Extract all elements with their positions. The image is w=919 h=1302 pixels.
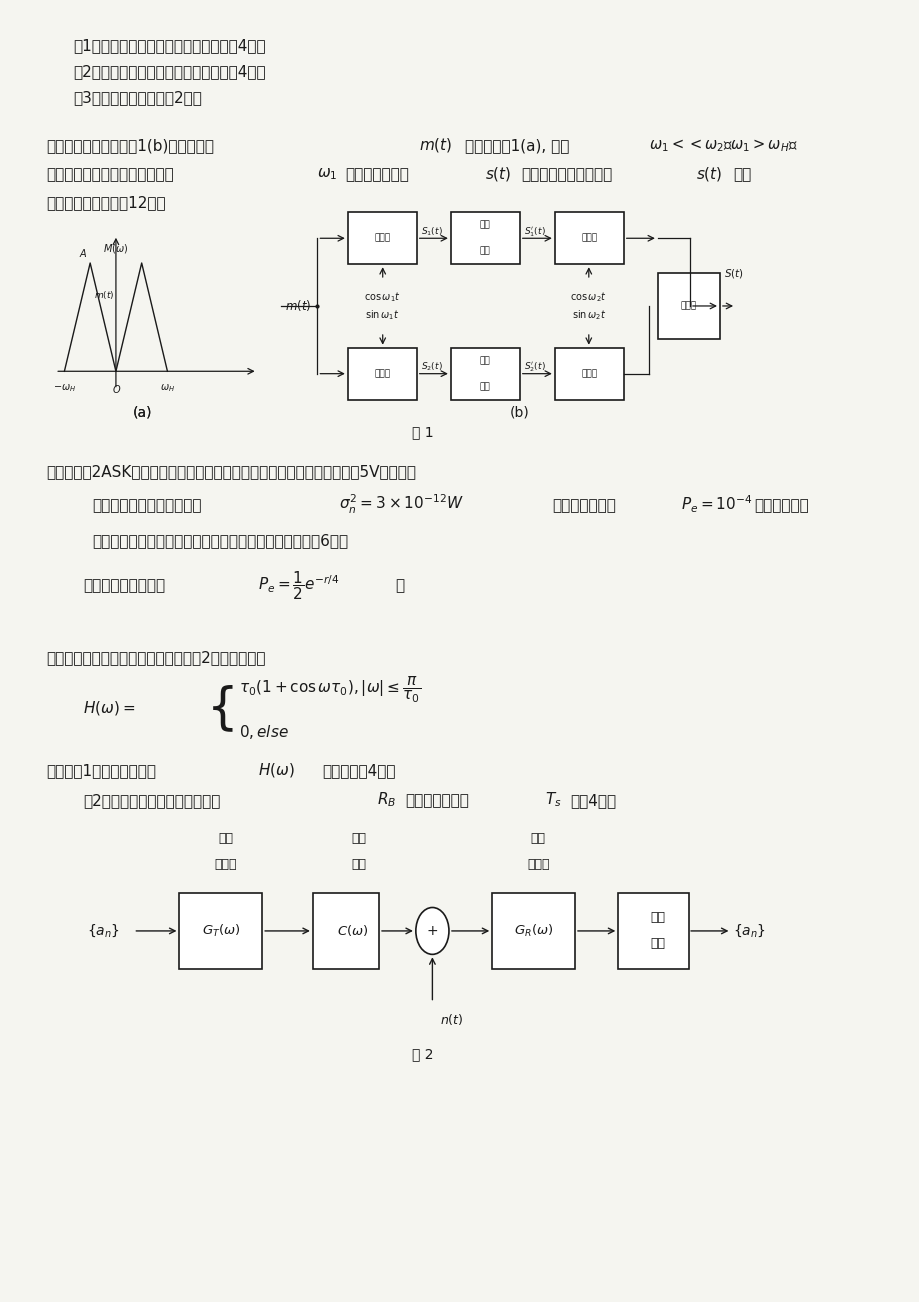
Text: 。（4分）: 。（4分） <box>570 793 616 809</box>
Bar <box>347 348 416 400</box>
Text: $O$: $O$ <box>112 383 121 395</box>
Text: （2）求该系统最高码元传输速率: （2）求该系统最高码元传输速率 <box>83 793 220 809</box>
Text: (a): (a) <box>132 406 153 419</box>
Text: $\tau_0(1+\cos\omega\tau_0),|\omega|\leq\dfrac{\pi}{\tau_0}$: $\tau_0(1+\cos\omega\tau_0),|\omega|\leq… <box>239 676 421 704</box>
Text: $m(t)$: $m(t)$ <box>285 298 312 314</box>
Text: $R_B$: $R_B$ <box>377 790 396 810</box>
Text: $S_2'(t)$: $S_2'(t)$ <box>524 361 546 374</box>
Circle shape <box>415 907 448 954</box>
Text: 低通: 低通 <box>480 383 490 391</box>
Text: $C(\omega)$: $C(\omega)$ <box>336 923 368 939</box>
Text: 为何: 为何 <box>732 167 751 182</box>
Bar <box>312 893 379 969</box>
Bar <box>450 348 519 400</box>
Bar <box>450 212 519 264</box>
Text: 相乘器: 相乘器 <box>374 234 390 242</box>
Text: $P_e = \dfrac{1}{2}e^{-r/4}$: $P_e = \dfrac{1}{2}e^{-r/4}$ <box>257 569 339 602</box>
Bar <box>492 893 574 969</box>
Text: $s(t)$: $s(t)$ <box>696 165 722 182</box>
Bar <box>179 893 262 969</box>
Text: 传输: 传输 <box>351 832 366 845</box>
Bar <box>347 212 416 264</box>
Text: $\omega_H$: $\omega_H$ <box>160 383 175 395</box>
Text: （3）输出噪声功率；（2分）: （3）输出噪声功率；（2分） <box>74 90 202 105</box>
Text: 收端解调器的高斯噪声功率: 收端解调器的高斯噪声功率 <box>92 497 201 513</box>
Text: $\sin\omega_1 t$: $\sin\omega_1 t$ <box>365 309 400 322</box>
Text: $P_e = 10^{-4}$: $P_e = 10^{-4}$ <box>680 493 752 516</box>
Bar <box>618 893 688 969</box>
Bar <box>554 212 623 264</box>
Text: $S(t)$: $S(t)$ <box>724 267 743 280</box>
Text: 且理想低通滤波器的截止频率为: 且理想低通滤波器的截止频率为 <box>46 167 174 182</box>
Text: ）: ） <box>395 578 404 594</box>
Text: $H(\omega) =$: $H(\omega) =$ <box>83 699 135 717</box>
Text: $s(t)$: $s(t)$ <box>484 165 511 182</box>
Text: $m(t)$: $m(t)$ <box>94 289 114 301</box>
Text: 低通: 低通 <box>480 247 490 255</box>
Text: 相乘器: 相乘器 <box>374 370 390 378</box>
Text: 信道: 信道 <box>351 858 366 871</box>
Text: $\sigma_n^2 = 3\times10^{-12}W$: $\sigma_n^2 = 3\times10^{-12}W$ <box>338 493 463 516</box>
Text: 滤波器: 滤波器 <box>214 858 236 871</box>
Text: $G_R(\omega)$: $G_R(\omega)$ <box>514 923 552 939</box>
Text: 电路: 电路 <box>650 937 664 950</box>
Text: （注：非相干接收时: （注：非相干接收时 <box>83 578 165 594</box>
Text: 理想: 理想 <box>480 221 490 229</box>
Text: $+$: $+$ <box>425 924 438 937</box>
Text: 干接收时，由发送端到解调器输入端的衰减应为多少？（6分）: 干接收时，由发送端到解调器输入端的衰减应为多少？（6分） <box>92 533 347 548</box>
Text: 。试求：非相: 。试求：非相 <box>754 497 809 513</box>
Bar <box>554 348 623 400</box>
Text: $m(t)$: $m(t)$ <box>418 137 451 154</box>
Text: （2）输出噪声的一维概率密度函数；（4分）: （2）输出噪声的一维概率密度函数；（4分） <box>74 64 266 79</box>
Text: $\{a_n\}$: $\{a_n\}$ <box>87 923 120 939</box>
Text: $\cos\omega_2 t$: $\cos\omega_2 t$ <box>570 290 607 303</box>
Text: （1）输入噪声的一维概率密度函数；（4分）: （1）输入噪声的一维概率密度函数；（4分） <box>74 38 266 53</box>
Text: 的波形；（4分）: 的波形；（4分） <box>322 763 395 779</box>
Text: $\sin\omega_2 t$: $\sin\omega_2 t$ <box>571 309 606 322</box>
Text: 的时域表达式，并说明: 的时域表达式，并说明 <box>521 167 612 182</box>
Text: $A$: $A$ <box>78 247 87 259</box>
Text: 相乘器: 相乘器 <box>581 370 596 378</box>
Text: $\omega_1$: $\omega_1$ <box>317 165 337 182</box>
Text: 识别: 识别 <box>650 911 664 924</box>
Text: 五、某调制方框图如图1(b)所示。已知: 五、某调制方框图如图1(b)所示。已知 <box>46 138 214 154</box>
Text: $M(\omega)$: $M(\omega)$ <box>103 242 129 255</box>
Text: ，今要求误码率: ，今要求误码率 <box>551 497 615 513</box>
Text: $S_2(t)$: $S_2(t)$ <box>421 361 443 374</box>
Text: $\cos\omega_1 t$: $\cos\omega_1 t$ <box>364 290 401 303</box>
Text: $H(\omega)$: $H(\omega)$ <box>257 762 294 779</box>
Text: 相乘器: 相乘器 <box>680 302 697 310</box>
Text: 滤波器: 滤波器 <box>527 858 549 871</box>
Text: 图 1: 图 1 <box>412 426 434 439</box>
Text: $S_1'(t)$: $S_1'(t)$ <box>524 225 546 238</box>
Text: $0, else$: $0, else$ <box>239 723 289 741</box>
Bar <box>657 273 719 339</box>
Text: 的频谱如图1(a), 载频: 的频谱如图1(a), 载频 <box>464 138 568 154</box>
Text: (a): (a) <box>132 406 153 419</box>
Text: 七、设二进制基带系统的分析模型如图2所示，现已知: 七、设二进制基带系统的分析模型如图2所示，现已知 <box>46 650 266 665</box>
Text: 六、若采用2ASK方式传送二进制数字信息。已知发送端发出的信号振幅为5V，输入接: 六、若采用2ASK方式传送二进制数字信息。已知发送端发出的信号振幅为5V，输入接 <box>46 464 415 479</box>
Text: $\omega_1 << \omega_2$，$\omega_1 > \omega_H$，: $\omega_1 << \omega_2$，$\omega_1 > \omeg… <box>648 137 797 154</box>
Text: 相乘器: 相乘器 <box>581 234 596 242</box>
Text: ，试求输出信号: ，试求输出信号 <box>345 167 408 182</box>
Text: $G_T(\omega)$: $G_T(\omega)$ <box>201 923 240 939</box>
Text: $n(t)$: $n(t)$ <box>439 1012 463 1027</box>
Text: 发送: 发送 <box>218 832 233 845</box>
Text: 种已调制信号。（共12分）: 种已调制信号。（共12分） <box>46 195 165 211</box>
Text: $T_s$: $T_s$ <box>544 790 561 810</box>
Text: 及相应码元间隔: 及相应码元间隔 <box>404 793 468 809</box>
Text: (b): (b) <box>509 406 529 419</box>
Text: $S_1(t)$: $S_1(t)$ <box>421 225 443 238</box>
Text: 试求：（1）画出传输特性: 试求：（1）画出传输特性 <box>46 763 156 779</box>
Text: 理想: 理想 <box>480 357 490 365</box>
Text: $\{a_n\}$: $\{a_n\}$ <box>732 923 766 939</box>
Text: {: { <box>207 685 239 732</box>
Text: 图 2: 图 2 <box>412 1048 434 1061</box>
Text: $-\omega_H$: $-\omega_H$ <box>52 383 76 395</box>
Text: 接收: 接收 <box>530 832 545 845</box>
